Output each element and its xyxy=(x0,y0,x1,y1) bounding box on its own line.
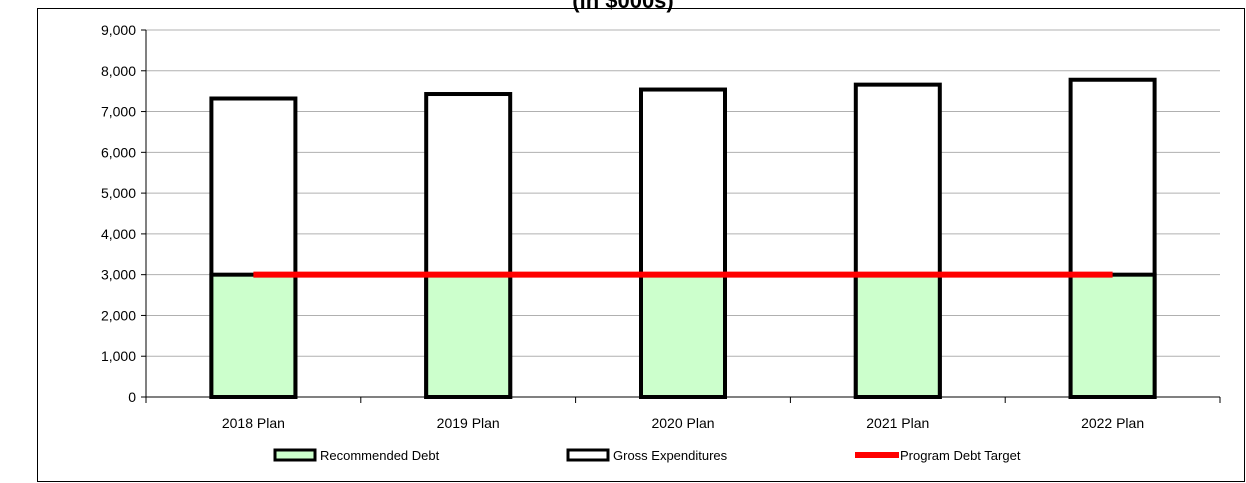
y-tick-label: 3,000 xyxy=(101,267,136,283)
bar-recommended-debt xyxy=(639,272,727,399)
y-tick-label: 0 xyxy=(128,389,136,405)
y-tick-label: 4,000 xyxy=(101,226,136,242)
legend-item: Recommended Debt xyxy=(273,448,440,463)
legend-swatch xyxy=(273,448,317,462)
x-tick-label: 2018 Plan xyxy=(222,415,285,431)
bar-recommended-debt xyxy=(424,272,513,399)
legend-item: Gross Expenditures xyxy=(566,448,728,463)
axes xyxy=(141,29,1221,403)
y-tick-label: 8,000 xyxy=(101,63,136,79)
x-tick-label: 2020 Plan xyxy=(651,415,714,431)
y-tick-label: 5,000 xyxy=(101,185,136,201)
y-tick-label: 2,000 xyxy=(101,307,136,323)
y-tick-label: 1,000 xyxy=(101,348,136,364)
bar-recommended-debt xyxy=(853,272,942,399)
y-tick-label: 6,000 xyxy=(101,144,136,160)
legend-label: Gross Expenditures xyxy=(613,448,728,463)
x-tick-label: 2021 Plan xyxy=(866,415,929,431)
bar-recommended-debt xyxy=(1068,272,1157,399)
x-tick-label: 2019 Plan xyxy=(437,415,500,431)
y-tick-label: 9,000 xyxy=(101,22,136,38)
legend-label: Recommended Debt xyxy=(320,448,440,463)
legend: Recommended Debt Gross Expenditures Progra… xyxy=(273,448,1021,463)
legend-label: Program Debt Target xyxy=(900,448,1021,463)
y-axis-tick-labels: 0 1,000 2,000 3,000 4,000 5,000 6,000 7,000 8,00… xyxy=(101,22,136,405)
bar-recommended-debt xyxy=(209,272,298,399)
x-tick-label: 2022 Plan xyxy=(1081,415,1144,431)
legend-item: Program Debt Target xyxy=(855,448,1021,463)
legend-swatch xyxy=(566,448,610,462)
x-axis-tick-labels: 2018 Plan 2019 Plan 2020 Plan 2021 Plan 2022… xyxy=(222,415,1144,431)
chart-title: (in $000s) xyxy=(572,0,674,13)
bars xyxy=(209,77,1157,400)
y-tick-label: 7,000 xyxy=(101,104,136,120)
